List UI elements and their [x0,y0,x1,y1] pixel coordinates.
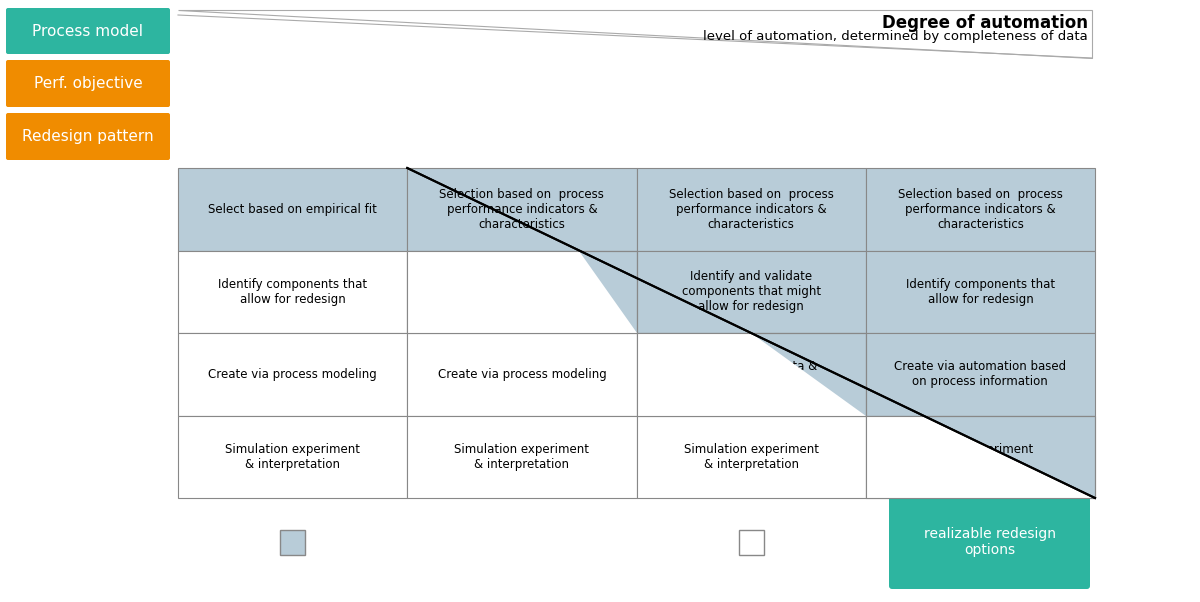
Bar [407,333,636,415]
Text: vide additional data &
create a new: vide additional data & create a new [685,360,817,388]
Polygon shape [865,415,1096,498]
FancyBboxPatch shape [889,495,1090,589]
Bar [280,530,305,555]
Text: Select based on empirical fit: Select based on empirical fit [208,203,377,216]
Bar [865,250,1096,333]
Bar [865,168,1096,250]
Text: Redesign pattern: Redesign pattern [22,129,154,144]
Polygon shape [178,10,1092,58]
Bar [865,415,1096,498]
FancyBboxPatch shape [6,60,170,107]
Text: Create via process modeling: Create via process modeling [209,368,377,380]
Bar [636,168,865,250]
Polygon shape [636,333,865,415]
Text: level of automation, determined by completeness of data: level of automation, determined by compl… [703,30,1088,43]
Text: Identify components that
allow for redesign: Identify components that allow for redes… [906,278,1055,306]
Text: Perf. objective: Perf. objective [34,76,143,91]
Bar [407,168,636,250]
Text: Simulation experiment
& interpretation: Simulation experiment & interpretation [226,442,360,471]
Text: lation experiment
tion: lation experiment tion [928,442,1033,471]
Text: Simulation experiment
& interpretation: Simulation experiment & interpretation [455,442,589,471]
Text: Process model: Process model [32,23,144,39]
Bar [739,530,763,555]
Bar [407,250,636,333]
Text: Identify components that
allow for redesign: Identify components that allow for redes… [218,278,367,306]
Text: Selection based on  process
performance indicators &
characteristics: Selection based on process performance i… [898,188,1063,231]
Text: Selection based on  process
performance indicators &
characteristics: Selection based on process performance i… [439,188,605,231]
Bar [178,168,407,250]
Text: Selection based on  process
performance indicators &
characteristics: Selection based on process performance i… [668,188,834,231]
Bar [865,333,1096,415]
Bar [636,415,865,498]
Bar [178,333,407,415]
Bar [636,250,865,333]
Bar [407,250,636,333]
Text: realizable redesign
options: realizable redesign options [924,527,1056,557]
Bar [865,415,1096,498]
Text: Simulation experiment
& interpretation: Simulation experiment & interpretation [684,442,818,471]
Bar [407,415,636,498]
Polygon shape [407,250,636,333]
Text: Degree of automation: Degree of automation [882,14,1088,32]
Text: Identify and validate
components that might
allow for redesign: Identify and validate components that mi… [682,270,821,313]
FancyBboxPatch shape [6,113,170,160]
Text: Create via automation based
on process information: Create via automation based on process i… [894,360,1067,388]
Bar [178,415,407,498]
Bar [178,250,407,333]
Bar [636,333,865,415]
Text: Create via process modeling: Create via process modeling [438,368,606,380]
Bar [636,333,865,415]
FancyBboxPatch shape [6,8,170,54]
Text: components that
redesign: components that redesign [472,278,572,306]
